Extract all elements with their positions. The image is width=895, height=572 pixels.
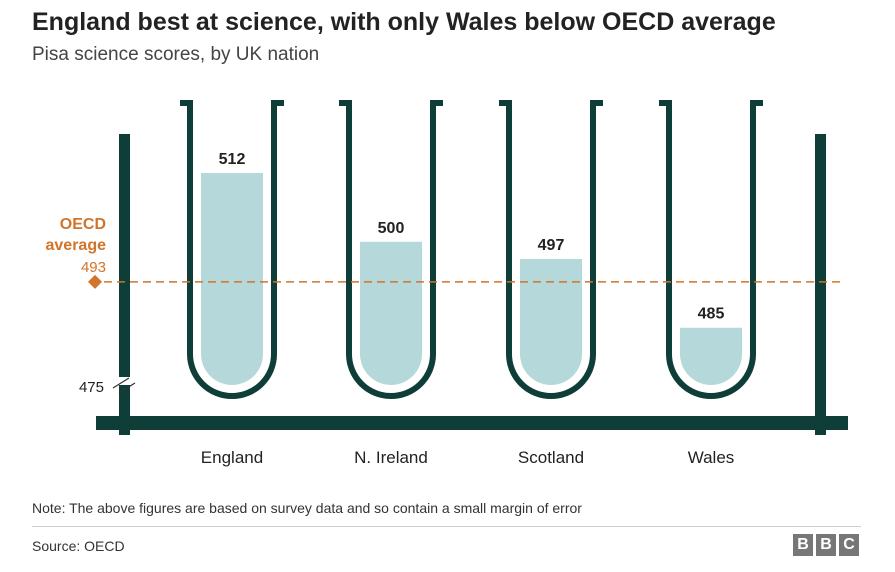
- left-post: [119, 134, 130, 435]
- category-label: Scotland: [518, 448, 584, 467]
- bbc-logo: B B C: [793, 534, 859, 556]
- y-baseline-label: 475: [79, 379, 104, 396]
- footnote: Note: The above figures are based on sur…: [32, 500, 582, 516]
- test-tube-outline: [180, 100, 284, 399]
- data-label: 485: [698, 306, 725, 323]
- logo-letter: C: [839, 534, 859, 556]
- tube-liquid: [201, 173, 263, 385]
- data-label: 497: [538, 237, 565, 254]
- logo-letter: B: [816, 534, 836, 556]
- axis-break-mark: [118, 382, 136, 394]
- tube-liquid: [520, 258, 582, 385]
- diamond-marker-icon: [88, 274, 102, 289]
- oecd-label-line2: average: [46, 237, 107, 254]
- oecd-label-line1: OECD: [60, 216, 106, 233]
- right-post: [815, 134, 826, 435]
- footer-divider: [32, 526, 861, 527]
- category-label: England: [201, 448, 263, 467]
- tube-liquid: [360, 241, 422, 385]
- category-label: Wales: [688, 448, 735, 467]
- logo-letter: B: [793, 534, 813, 556]
- test-tube-outline: [339, 100, 443, 399]
- axis-break-mark: [112, 377, 130, 389]
- test-tube-outline: [499, 100, 603, 399]
- chart-frame: [96, 134, 848, 435]
- test-tube-chart: OECD average 493 512 England 500 N. Ireland 49…: [46, 100, 848, 467]
- chart-subtitle: Pisa science scores, by UK nation: [32, 44, 320, 65]
- chart-labels: 512 England 500 N. Ireland 497 Scotland 485 Wal…: [79, 151, 734, 467]
- oecd-value-label: 493: [81, 259, 106, 276]
- category-label: N. Ireland: [354, 448, 428, 467]
- source-label: Source: OECD: [32, 538, 125, 554]
- oecd-average-line: OECD average 493: [46, 216, 842, 289]
- tube-liquid: [680, 327, 742, 385]
- data-label: 500: [378, 220, 405, 237]
- test-tube-outline: [659, 100, 763, 399]
- base-bar: [96, 416, 848, 430]
- test-tubes: [180, 100, 763, 399]
- chart-title: England best at science, with only Wales…: [32, 8, 776, 36]
- data-label: 512: [219, 151, 246, 168]
